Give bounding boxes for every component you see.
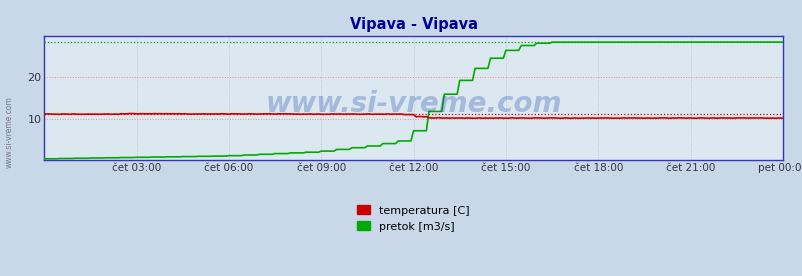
Title: Vipava - Vipava: Vipava - Vipava	[349, 17, 477, 32]
Text: www.si-vreme.com: www.si-vreme.com	[265, 90, 561, 118]
Legend: temperatura [C], pretok [m3/s]: temperatura [C], pretok [m3/s]	[357, 205, 469, 232]
Text: www.si-vreme.com: www.si-vreme.com	[5, 97, 14, 168]
